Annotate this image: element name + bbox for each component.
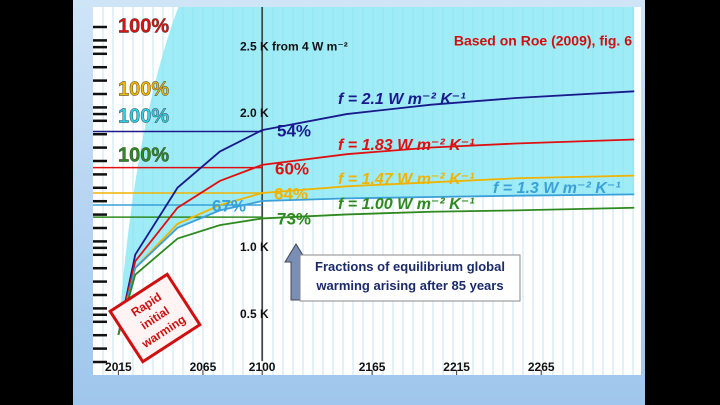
reference-label: 100% bbox=[118, 105, 169, 127]
fraction-label: 67% bbox=[212, 196, 246, 215]
callout-text: Fractions of equilibrium global warming … bbox=[315, 259, 505, 293]
shaded-area bbox=[118, 7, 635, 335]
stamp-box bbox=[108, 272, 202, 364]
fraction-label: 73% bbox=[277, 209, 311, 228]
series-line bbox=[117, 138, 635, 336]
series-line bbox=[117, 193, 635, 336]
fraction-label: 64% bbox=[274, 184, 308, 203]
series-label: f = 1.47 W m⁻² K⁻¹ bbox=[338, 171, 475, 188]
x-tick-label: 2265 bbox=[528, 360, 555, 374]
series-label: f = 1.83 W m⁻² K⁻¹ bbox=[338, 137, 475, 154]
fraction-label: 60% bbox=[275, 159, 309, 178]
stamp: Rapid initial warming bbox=[108, 272, 202, 364]
y-tick-label: 0.5 K bbox=[240, 307, 269, 321]
callout: Fractions of equilibrium global warming … bbox=[315, 259, 505, 293]
reference-label: 100% bbox=[118, 15, 169, 37]
reference-label: 100% bbox=[118, 144, 169, 166]
series-line bbox=[117, 90, 635, 336]
x-tick-label: 2165 bbox=[359, 360, 386, 374]
reference-label: 100% bbox=[118, 78, 169, 100]
y-tick-label: 2.5 K from 4 W m⁻² bbox=[240, 39, 348, 53]
y-tick-label: 1.0 K bbox=[240, 240, 269, 254]
series-label: f = 1.00 W m⁻² K⁻¹ bbox=[338, 196, 475, 213]
fraction-label: 54% bbox=[277, 121, 311, 140]
series-line bbox=[117, 206, 635, 336]
x-tick-label: 2015 bbox=[105, 360, 132, 374]
series-label: f = 2.1 W m⁻² K⁻¹ bbox=[338, 91, 466, 108]
x-tick-label: 2065 bbox=[190, 360, 217, 374]
y-tick-label: 2.0 K bbox=[240, 106, 269, 120]
series-line bbox=[117, 174, 635, 336]
series-label: f = 1.3 W m⁻² K⁻¹ bbox=[493, 180, 621, 197]
x-tick-label: 2215 bbox=[443, 360, 470, 374]
chart-title: Based on Roe (2009), fig. 6 bbox=[454, 33, 632, 49]
x-tick-label: 2100 bbox=[249, 360, 276, 374]
callout-box bbox=[299, 254, 521, 302]
